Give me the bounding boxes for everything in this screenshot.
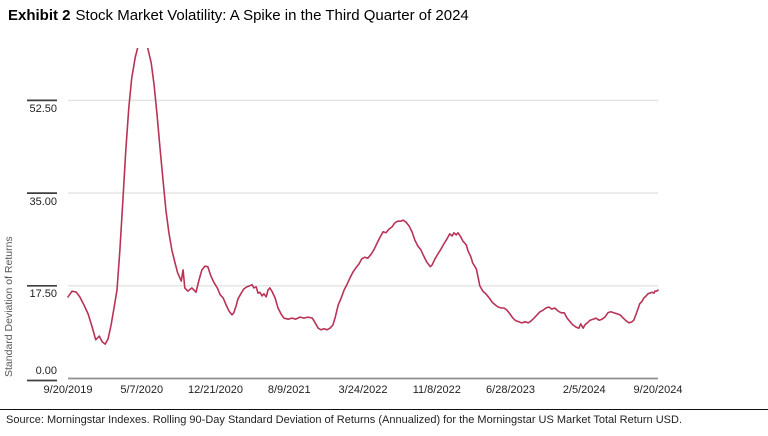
x-tick-label: 11/8/2022 [412,384,461,396]
y-axis-title: Standard Deviation of Returns [3,236,15,377]
x-tick-label: 5/7/2020 [120,384,164,396]
y-tick-label: 52.50 [29,102,57,115]
gridlines [68,99,658,380]
series-line [67,48,659,345]
x-tick-label: 8/9/2021 [267,384,311,396]
y-axis-tick-marks [27,99,57,382]
page-title: Stock Market Volatility: A Spike in the … [75,7,469,24]
y-tick-label: 35.00 [29,195,57,208]
exhibit-label: Exhibit 2 [8,7,71,24]
x-tick-label: 9/20/2019 [43,384,93,396]
source-text: Source: Morningstar Indexes. Rolling 90-… [6,414,683,426]
y-tick-label: 0.00 [35,365,57,377]
x-tick-label: 12/21/2020 [187,384,244,396]
chart-title: Exhibit 2 Stock Market Volatility: A Spik… [8,7,469,24]
source-row: Source: Morningstar Indexes. Rolling 90-… [0,409,768,426]
y-tick-label: 17.50 [29,288,57,301]
source-separator-line [0,409,768,410]
x-tick-label: 3/24/2022 [338,384,388,396]
x-tick-label: 9/20/2024 [633,384,683,396]
x-tick-label: 6/28/2023 [486,384,535,396]
x-tick-label: 2/5/2024 [562,384,606,396]
